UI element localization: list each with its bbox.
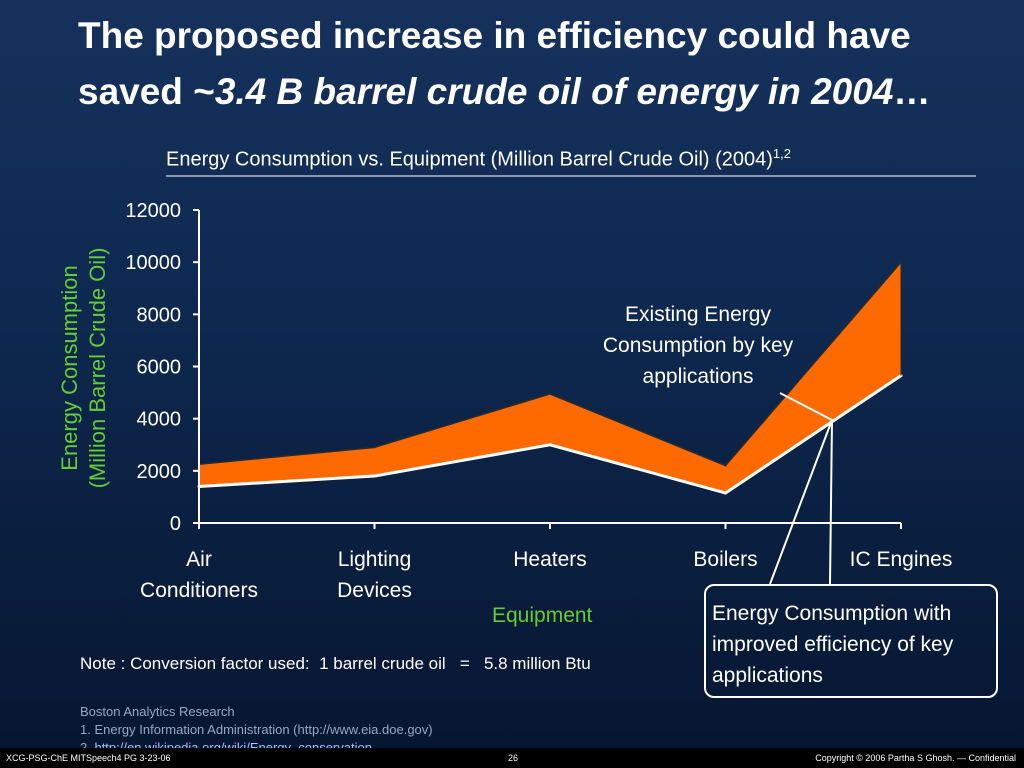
existing-point-1: [373, 446, 376, 449]
existing-callout-leader-line: [779, 392, 833, 421]
x-category-label: Devices: [337, 579, 412, 602]
source-2-prefix: 2.: [80, 740, 94, 755]
footer-page-number: 26: [508, 753, 519, 763]
existing-point-2: [549, 392, 551, 395]
conversion-note: Note : Conversion factor used: 1 barrel …: [80, 654, 591, 673]
y-tick-label: 2000: [137, 461, 182, 483]
footer-copyright: Copyright © 2006 Partha S Ghosh. — Confi…: [815, 753, 1016, 763]
title-line-2-plain: saved ~: [78, 71, 215, 112]
footer-bar: XCG-PSG-ChE MITSpeech4 PG 3-23-06 26 Cop…: [0, 748, 1024, 768]
callout-improved-efficiency: Energy Consumption with improved efficie…: [704, 584, 998, 698]
existing-point-3: [724, 464, 727, 467]
source-org: Boston Analytics Research: [80, 704, 235, 719]
y-tick-label: 10000: [125, 252, 181, 274]
savings-band-area: [199, 262, 901, 494]
y-axis-title-line-1: Energy Consumption: [57, 265, 82, 471]
x-category-label: Conditioners: [140, 579, 258, 602]
y-tick-label: 12000: [125, 200, 181, 222]
slide-title: The proposed increase in efficiency coul…: [78, 8, 1008, 120]
footer-left: XCG-PSG-ChE MITSpeech4 PG 3-23-06: [6, 753, 171, 763]
title-underline-divider: [166, 175, 976, 177]
x-category-label: Air: [186, 548, 212, 571]
title-line-2: saved ~3.4 B barrel crude oil of energy …: [78, 64, 1008, 120]
chart-title: Energy Consumption vs. Equipment (Millio…: [166, 146, 791, 172]
chart-title-superscript: 1,2: [772, 146, 791, 161]
x-category-label: IC Engines: [850, 548, 953, 571]
title-line-2-italic: 3.4 B barrel crude oil of energy in 2004: [214, 71, 894, 112]
y-tick-label: 6000: [137, 357, 182, 379]
callout-leader-line: [769, 419, 833, 585]
y-axis-title-line-2: (Million Barrel Crude Oil): [85, 247, 110, 489]
source-1: 1. Energy Information Administration (ht…: [80, 722, 433, 737]
x-axis-title: Equipment: [492, 604, 593, 627]
x-category-label: Boilers: [693, 548, 757, 571]
x-category-label: Lighting: [338, 548, 412, 571]
y-tick-label: 4000: [137, 409, 182, 431]
improved-point-1: [373, 474, 376, 478]
y-tick-label: 8000: [137, 304, 182, 326]
x-category-label: Heaters: [513, 548, 587, 571]
y-axis-title: Energy Consumption (Million Barrel Crude…: [56, 218, 116, 518]
y-tick-label: 0: [170, 513, 181, 535]
title-line-1: The proposed increase in efficiency coul…: [78, 15, 911, 56]
title-line-2-end: …: [893, 71, 931, 112]
improved-point-3: [724, 491, 727, 495]
chart-title-text: Energy Consumption vs. Equipment (Millio…: [166, 148, 773, 171]
callout-leader-line: [829, 419, 833, 585]
improved-point-2: [548, 443, 552, 447]
callout-existing-consumption: Existing Energy Consumption by key appli…: [602, 303, 794, 388]
